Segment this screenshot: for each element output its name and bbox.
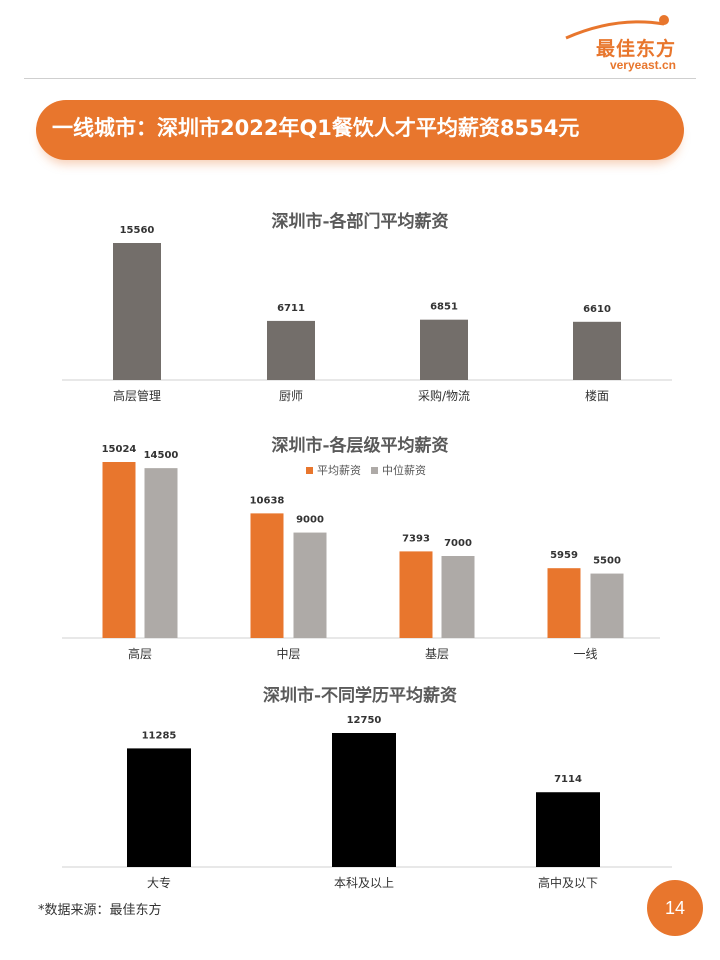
bar-median [293,532,327,638]
logo-url: veryeast.cn [609,58,676,72]
title-banner [36,100,684,160]
page-number-badge: 14 [647,880,703,936]
chart3-title: 深圳市-不同学历平均薪资 [262,686,458,706]
bar-average [102,462,136,638]
bar-value-label: 5500 [593,556,621,567]
category-label: 高中及以下 [538,875,598,890]
bar-3 [420,319,468,380]
bar-value-label: 15560 [120,225,155,236]
bar-value-label: 6851 [430,302,458,313]
banner-title: 一线城市：深圳市2022年Q1餐饮人才平均薪资8554元 [52,116,580,140]
bar-value-label: 7000 [444,538,472,549]
bar-average [399,551,433,638]
legend-item-median: 中位薪资 [371,462,426,478]
legend-label-median: 中位薪资 [382,464,426,477]
bar-1 [127,748,191,867]
chart1-title: 深圳市-各部门平均薪资 [271,212,449,232]
bar-value-label: 14500 [144,450,179,461]
legend-label-average: 平均薪资 [317,464,361,477]
category-label: 高层管理 [113,388,161,403]
department-salary-chart: 15560 高层管理 6711 厨师 6851 采购/物流 6610 楼面 [62,225,672,403]
bar-4 [573,321,621,380]
bar-value-label: 5959 [550,550,578,561]
bar-value-label: 7393 [402,533,430,544]
bar-average [547,568,581,638]
legend-swatch-average [306,466,313,474]
category-label: 本科及以上 [334,876,394,890]
bar-median [144,468,178,638]
bar-value-label: 15024 [102,444,137,455]
bar-value-label: 10638 [250,495,285,506]
category-label: 一线 [573,647,597,661]
bar-2 [332,733,396,867]
data-source-note: *数据来源：最佳东方 [38,903,162,918]
bar-value-label: 12750 [347,715,382,726]
bar-value-label: 9000 [296,515,324,526]
category-label: 楼面 [585,388,609,403]
category-label: 基层 [425,647,449,661]
bar-value-label: 7114 [554,774,582,785]
bar-median [590,573,624,638]
legend-item-average: 平均薪资 [306,462,361,478]
header-divider [24,78,696,79]
bar-average [250,513,284,638]
level-salary-chart: 15024 14500 高层 10638 9000 中层 7393 7000 基层 5959 550… [62,444,660,661]
logo-swoosh-icon [565,15,669,40]
category-label: 厨师 [279,389,303,403]
bar-median [441,555,475,638]
education-salary-chart: 11285 大专 12750 本科及以上 7114 高中及以下 [62,715,672,890]
bar-3 [536,792,600,867]
category-label: 中层 [276,646,300,661]
category-label: 采购/物流 [418,388,470,403]
logo-text: 最佳东方 [595,38,676,60]
legend-swatch-median [371,466,378,474]
brand-logo: 最佳东方 veryeast.cn [536,12,676,74]
category-label: 高层 [128,646,152,661]
chart2-title: 深圳市-各层级平均薪资 [271,436,449,456]
category-label: 大专 [147,875,171,890]
bar-1 [113,243,161,380]
bar-value-label: 6711 [277,303,305,314]
bar-value-label: 11285 [142,730,177,741]
chart2-legend: 平均薪资 中位薪资 [306,462,426,478]
bar-2 [267,320,315,380]
bar-value-label: 6610 [583,304,611,315]
